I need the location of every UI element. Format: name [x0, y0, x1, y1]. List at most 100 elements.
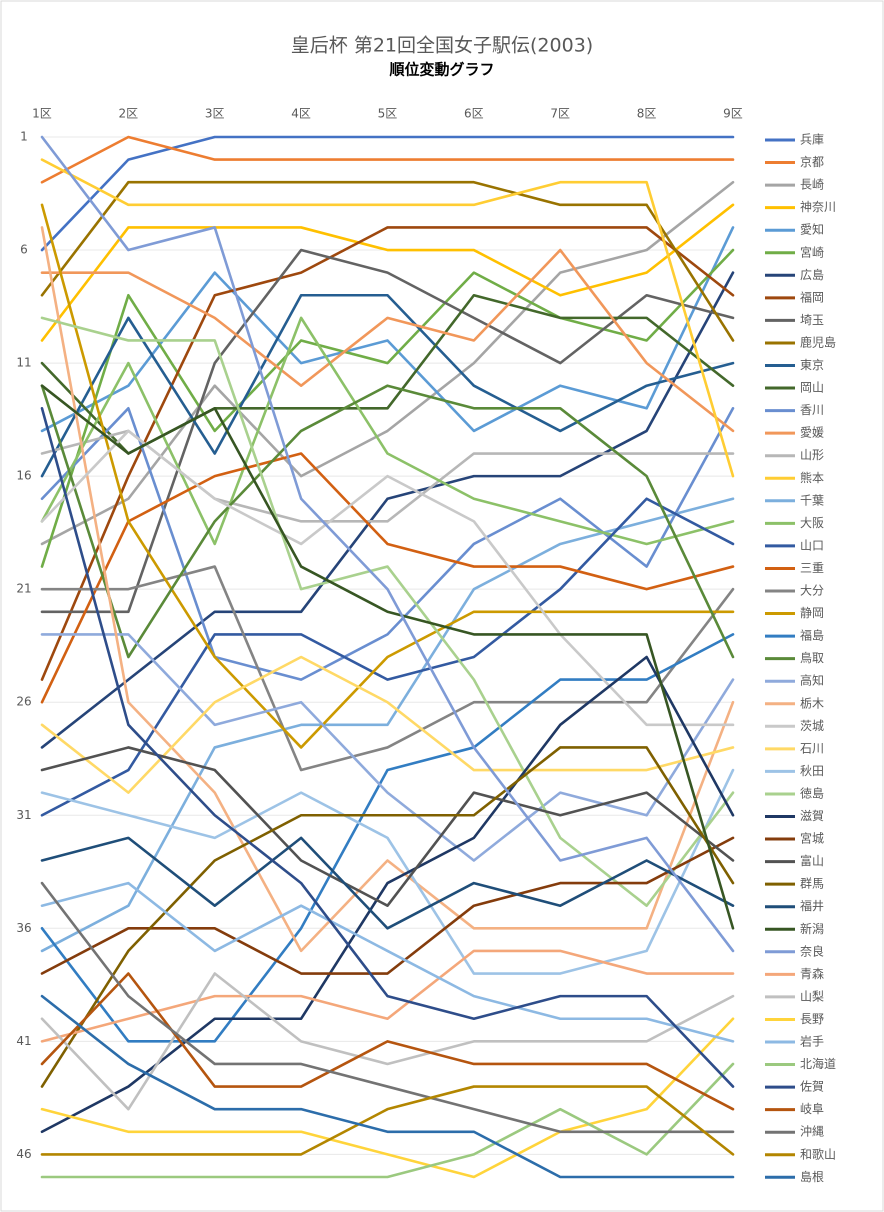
y-tick-label: 31 — [16, 808, 31, 822]
series-line — [40, 633, 735, 862]
x-tick-label: 7区 — [550, 107, 570, 121]
legend-label: 和歌山 — [800, 1146, 836, 1161]
legend-label: 千葉 — [800, 493, 824, 507]
chart-title: 皇后杯 第21回全国女子駅伝(2003) — [291, 35, 593, 57]
legend-label: 広島 — [800, 267, 824, 282]
legend-label: 兵庫 — [800, 133, 824, 147]
legend-label: 熊本 — [800, 470, 824, 485]
series-line — [40, 972, 735, 1111]
y-tick-label: 16 — [16, 469, 31, 483]
legend-label: 鹿児島 — [800, 334, 836, 349]
legend-label: 大分 — [800, 584, 824, 598]
series-line — [40, 836, 735, 930]
legend-label: 滋賀 — [800, 809, 824, 823]
x-tick-label: 8区 — [637, 107, 657, 121]
legend-label: 山口 — [800, 538, 824, 552]
series-line — [40, 158, 735, 478]
legend-label: 岡山 — [800, 381, 824, 395]
series-line — [40, 881, 735, 1043]
series-line — [40, 226, 735, 953]
series-line — [40, 407, 735, 1088]
series-line — [40, 271, 735, 749]
legend-label: 愛知 — [800, 223, 824, 237]
x-tick-label: 1区 — [32, 107, 52, 121]
legend-label: 茨城 — [800, 719, 824, 733]
legend-label: 新潟 — [800, 921, 824, 936]
series-line — [40, 293, 735, 478]
y-tick-label: 21 — [16, 582, 31, 596]
series-line — [40, 768, 735, 975]
y-tick-label: 46 — [16, 1147, 31, 1161]
legend-label: 徳島 — [800, 785, 824, 800]
series-line — [40, 135, 735, 252]
legend-label: 北海道 — [800, 1056, 836, 1071]
legend-label: 長野 — [800, 1012, 824, 1026]
y-tick-label: 1 — [20, 130, 28, 144]
y-tick-label: 6 — [20, 243, 28, 257]
series-line — [40, 384, 735, 930]
legend-label: 青森 — [800, 966, 824, 981]
legend-label: 宮城 — [800, 831, 824, 846]
y-tick-label: 41 — [16, 1034, 31, 1048]
legend-label: 沖縄 — [800, 1124, 824, 1139]
y-tick-label: 26 — [16, 695, 31, 709]
series-line — [40, 226, 735, 681]
legend-label: 岩手 — [800, 1034, 824, 1049]
x-tick-label: 6区 — [464, 107, 484, 121]
x-tick-label: 3区 — [205, 107, 225, 121]
series-line — [40, 135, 735, 953]
series-line — [40, 135, 735, 184]
series-line — [40, 203, 735, 749]
series-line — [40, 248, 735, 433]
legend-label: 佐賀 — [800, 1080, 824, 1094]
series-line — [40, 203, 735, 342]
legend-label: 山梨 — [800, 989, 824, 1003]
legend-label: 福島 — [800, 628, 824, 643]
x-tick-label: 2区 — [119, 107, 139, 121]
x-tick-label: 4区 — [291, 107, 311, 121]
x-tick-label: 9区 — [723, 107, 743, 121]
legend-label: 香川 — [800, 403, 824, 417]
series-line — [40, 994, 735, 1179]
series-line — [40, 407, 735, 681]
legend-label: 大阪 — [800, 516, 824, 530]
legend-label: 奈良 — [800, 943, 824, 958]
legend-label: 宮崎 — [800, 244, 824, 259]
series-line — [40, 316, 735, 546]
legend-label: 福井 — [800, 898, 824, 913]
legend-label: 栃木 — [800, 696, 824, 710]
x-tick-label: 5区 — [378, 107, 398, 121]
legend-label: 長崎 — [800, 178, 824, 192]
series-line — [40, 1017, 735, 1179]
y-tick-label: 36 — [16, 921, 31, 935]
legend-label: 高知 — [800, 673, 824, 688]
series-line — [40, 972, 735, 1111]
series-line — [40, 429, 735, 727]
legend-label: 富山 — [800, 853, 824, 868]
series-line — [40, 452, 735, 704]
series-line — [40, 1062, 735, 1179]
legend-label: 愛媛 — [800, 426, 824, 440]
series-line — [40, 881, 735, 1134]
series-line — [40, 180, 735, 546]
legend-label: 秋田 — [800, 764, 824, 778]
series-line — [40, 836, 735, 975]
series-line — [40, 1085, 735, 1156]
legend-label: 埼玉 — [800, 313, 824, 327]
series-line — [40, 655, 735, 794]
legend-label: 京都 — [800, 155, 824, 169]
y-tick-label: 11 — [16, 356, 31, 370]
legend-label: 福岡 — [800, 289, 824, 304]
legend-label: 群馬 — [800, 877, 824, 891]
legend-label: 岐阜 — [800, 1102, 824, 1116]
legend-label: 東京 — [800, 358, 824, 372]
chart-subtitle: 順位変動グラフ — [388, 61, 494, 79]
legend-label: 神奈川 — [800, 200, 836, 214]
legend-label: 鳥取 — [800, 650, 824, 665]
legend-label: 石川 — [800, 741, 824, 755]
series-line — [40, 565, 735, 772]
legend-label: 三重 — [800, 561, 824, 575]
series-line — [40, 746, 735, 1088]
legend-label: 静岡 — [800, 606, 824, 620]
series-line — [40, 497, 735, 817]
